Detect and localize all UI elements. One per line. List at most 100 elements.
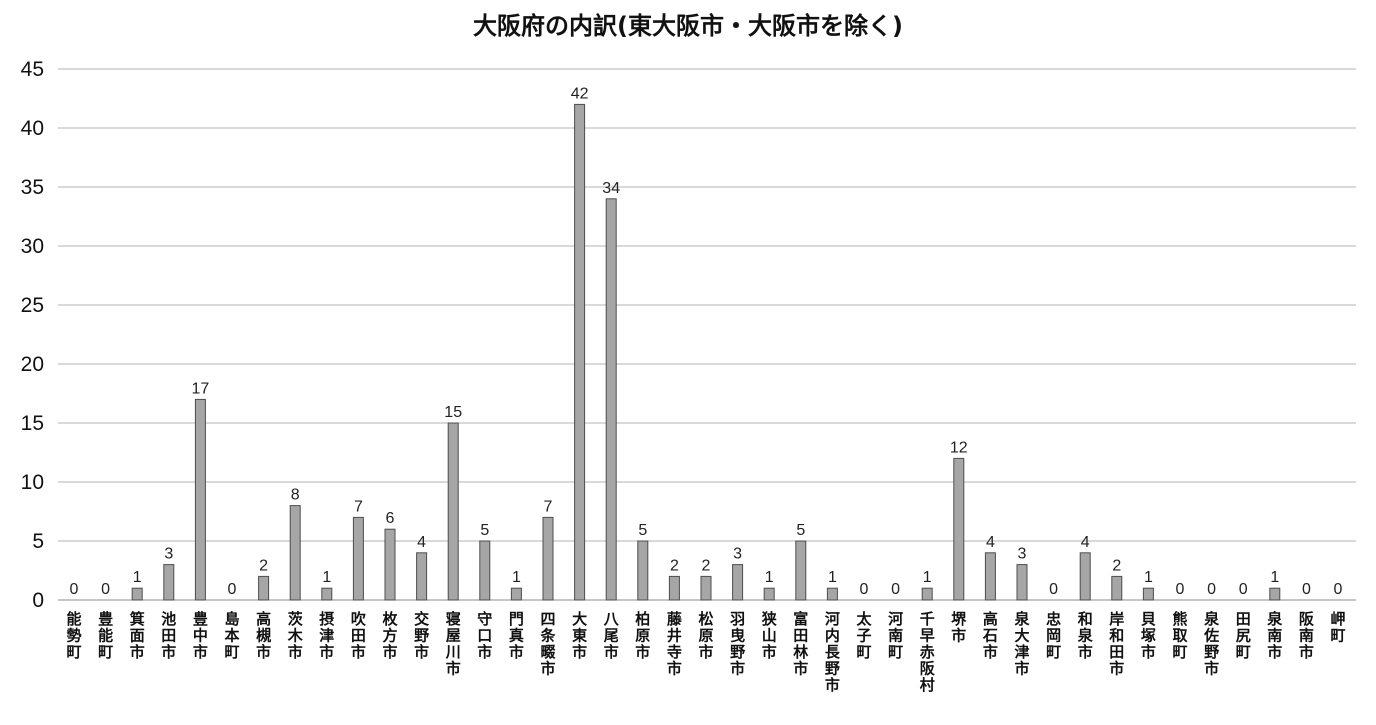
data-label: 34 <box>602 180 620 197</box>
bar <box>1016 564 1028 601</box>
y-tick-label: 0 <box>32 589 44 612</box>
y-tick-label: 20 <box>21 353 44 376</box>
category-label: 岸和田市 <box>1109 610 1124 678</box>
data-label: 7 <box>354 498 363 515</box>
bar <box>542 516 554 601</box>
category-label: 泉大津市 <box>1013 610 1030 678</box>
data-label: 3 <box>733 546 742 563</box>
data-label: 0 <box>1239 581 1248 598</box>
category-label: 高石市 <box>982 610 998 661</box>
category-label: 摂津市 <box>319 610 334 661</box>
category-label: 豊能町 <box>98 610 113 661</box>
bar <box>826 587 838 601</box>
bar <box>953 457 965 601</box>
data-label: 42 <box>571 85 589 102</box>
data-label: 0 <box>860 581 869 598</box>
category-label: 河内長野市 <box>825 610 841 694</box>
category-label: 富田林市 <box>793 610 809 678</box>
bar <box>510 587 522 601</box>
bar <box>637 540 649 601</box>
data-label: 5 <box>480 522 489 539</box>
category-label: 阪南市 <box>1299 610 1315 661</box>
category-label: 泉南市 <box>1266 610 1283 661</box>
category-label: 和泉市 <box>1077 610 1094 661</box>
bar <box>289 505 301 601</box>
data-label: 1 <box>322 569 331 586</box>
data-label: 2 <box>702 557 711 574</box>
data-label: 1 <box>512 569 521 586</box>
y-tick-label: 35 <box>21 176 44 199</box>
bar <box>163 564 175 601</box>
category-label: 松原市 <box>698 610 713 661</box>
y-tick-label: 45 <box>21 58 44 81</box>
bar <box>1142 587 1154 601</box>
bar <box>321 587 333 601</box>
y-tick-label: 40 <box>21 117 44 140</box>
data-label: 1 <box>828 569 837 586</box>
category-label: 茨木市 <box>287 610 304 661</box>
data-label: 2 <box>1112 557 1121 574</box>
category-label: 高槻市 <box>256 610 271 661</box>
data-label: 4 <box>986 534 995 551</box>
category-label: 大東市 <box>572 610 587 661</box>
bar <box>447 422 459 601</box>
bar <box>194 398 206 601</box>
category-label: 羽曳野市 <box>730 610 745 678</box>
y-tick-label: 15 <box>21 412 44 435</box>
data-label: 4 <box>1081 534 1090 551</box>
data-label: 1 <box>1270 569 1279 586</box>
category-label: 柏原市 <box>635 610 650 661</box>
category-label: 貝塚市 <box>1141 610 1156 661</box>
data-label: 4 <box>417 534 426 551</box>
data-label: 12 <box>950 439 968 456</box>
category-label: 島本町 <box>224 610 239 661</box>
data-label: 0 <box>228 581 237 598</box>
y-tick-label: 10 <box>21 471 44 494</box>
category-label: 狭山市 <box>761 610 778 661</box>
category-label: 堺市 <box>951 610 967 645</box>
category-label: 泉佐野市 <box>1203 610 1220 678</box>
y-tick-label: 30 <box>21 235 44 258</box>
bar <box>416 552 428 601</box>
category-label: 池田市 <box>161 610 176 661</box>
data-label: 2 <box>670 557 679 574</box>
category-label: 太子町 <box>856 610 872 661</box>
gridlines <box>58 68 1356 601</box>
category-label: 田尻町 <box>1236 610 1251 661</box>
category-label: 熊取町 <box>1172 610 1188 661</box>
data-label: 6 <box>386 510 395 527</box>
bar <box>605 198 617 601</box>
data-label: 0 <box>101 581 110 598</box>
data-label: 8 <box>291 487 300 504</box>
category-label: 千早赤阪村 <box>920 610 936 694</box>
data-label: 0 <box>70 581 79 598</box>
bar <box>479 540 491 601</box>
data-label: 1 <box>1144 569 1153 586</box>
bar <box>384 528 396 601</box>
category-label: 忠岡町 <box>1046 610 1061 661</box>
bar <box>795 540 807 601</box>
bar <box>763 587 775 601</box>
bar <box>732 564 744 601</box>
data-label: 5 <box>796 522 805 539</box>
bar <box>668 575 680 601</box>
bar <box>1269 587 1281 601</box>
category-label: 河南町 <box>888 610 903 661</box>
category-label: 守口市 <box>477 610 492 661</box>
data-label: 2 <box>259 557 268 574</box>
data-label: 5 <box>638 522 647 539</box>
bar <box>258 575 270 601</box>
bar <box>574 103 586 601</box>
category-label: 岬町 <box>1330 610 1345 645</box>
data-label: 1 <box>765 569 774 586</box>
category-label: 枚方市 <box>382 610 398 661</box>
bar <box>131 587 143 601</box>
chart-title: 大阪府の内訳(東大阪市・大阪市を除く) <box>473 12 903 40</box>
y-tick-label: 5 <box>32 530 44 553</box>
data-label: 0 <box>891 581 900 598</box>
data-label: 15 <box>444 404 462 421</box>
category-label: 豊中市 <box>193 610 208 661</box>
